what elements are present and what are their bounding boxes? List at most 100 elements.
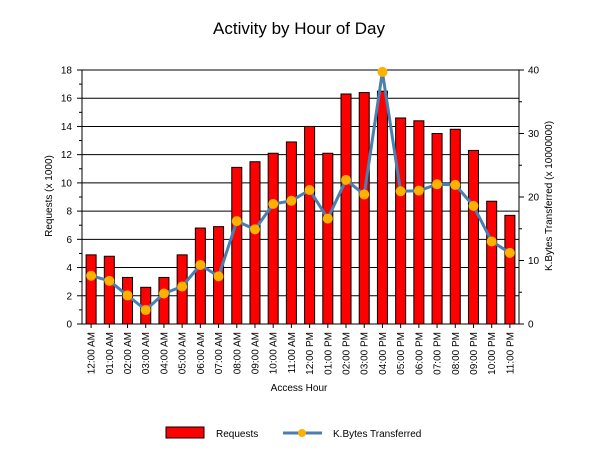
bar-requests [158,276,170,325]
bar-requests [249,161,261,325]
bar-requests [504,214,516,325]
kbytes-point [450,179,461,190]
kbytes-point [377,66,388,77]
x-tick-label: 08:00 AM [232,332,243,374]
x-tick-label: 04:00 PM [378,332,389,375]
legend: Requests K.Bytes Transferred [165,426,421,440]
y-tick-label-left: 4 [66,263,72,274]
bar-requests [304,125,316,325]
bar-requests [449,128,461,325]
x-tick-label: 08:00 PM [451,332,462,375]
bar-requests [486,200,498,325]
x-tick-label: 07:00 AM [214,332,225,374]
y-tick-label-right: 10 [528,256,540,267]
bar-requests [395,117,407,325]
bar-requests [322,152,334,325]
tick-labels: 0 2 4 6 8 10 12 14 16 18 0 10 20 30 40 12:00 AM 01:00 AM… [61,66,540,375]
kbytes-point [140,305,151,316]
kbytes-point [268,198,279,209]
bar-requests [358,92,370,325]
bar-requests [267,152,279,325]
bar-requests [413,120,425,325]
y-tick-label-left: 12 [61,150,73,161]
legend-requests-label: Requests [216,429,258,440]
y-tick-label-right: 30 [528,129,540,140]
kbytes-point [341,174,352,185]
y-axis-label-right: K.Bytes Transferred (x 10000000) [544,121,555,271]
bar-requests [85,254,97,325]
chart-title: Activity by Hour of Day [213,19,385,38]
y-tick-label-left: 16 [61,94,73,105]
kbytes-point [158,288,169,299]
legend-kbytes-marker [298,429,306,437]
y-tick-label-left: 0 [66,320,72,331]
gridlines [82,69,519,297]
x-tick-label: 02:00 AM [123,332,134,374]
bar-requests [340,93,352,325]
bar-requests [431,133,443,325]
x-tick-label: 03:00 AM [141,332,152,374]
kbytes-point [304,185,315,196]
kbytes-point [413,185,424,196]
kbytes-point [468,200,479,211]
x-tick-label: 10:00 AM [269,332,280,374]
y-tick-label-right: 0 [528,320,534,331]
y-tick-label-left: 10 [61,178,73,189]
kbytes-point [286,195,297,206]
x-tick-label: 04:00 AM [159,332,170,374]
kbytes-line-series [86,66,515,316]
y-tick-label-right: 20 [528,193,540,204]
x-tick-label: 12:00 PM [305,332,316,375]
kbytes-point [486,236,497,247]
x-tick-label: 11:00 PM [505,332,516,374]
x-tick-label: 05:00 AM [178,332,189,374]
bar-requests [231,166,243,325]
x-tick-label: 09:00 AM [250,332,261,374]
y-axis-label-left: Requests (x 1000) [44,155,55,237]
x-tick-label: 02:00 PM [342,332,353,375]
kbytes-point [395,186,406,197]
x-tick-label: 10:00 PM [487,332,498,375]
x-tick-label: 06:00 PM [414,332,425,375]
y-tick-label-left: 8 [66,207,72,218]
kbytes-line [90,70,511,312]
axes [77,69,524,328]
y-tick-label-left: 14 [61,122,73,133]
kbytes-point [322,213,333,224]
y-tick-label-right: 40 [528,66,540,77]
bar-requests [467,149,479,325]
x-tick-label: 05:00 PM [396,332,407,375]
kbytes-point [359,189,370,200]
kbytes-point [86,270,97,281]
kbytes-point [213,271,224,282]
legend-requests-swatch [165,426,205,439]
y-tick-label-left: 6 [66,235,72,246]
kbytes-point [104,275,115,286]
x-tick-label: 03:00 PM [360,332,371,375]
x-tick-label: 06:00 AM [196,332,207,374]
x-tick-label: 09:00 PM [469,332,480,375]
kbytes-point [122,290,133,301]
kbytes-point [249,224,260,235]
bar-requests [194,227,206,325]
y-tick-label-left: 2 [66,291,72,302]
bar-requests [376,90,388,325]
legend-kbytes-label: K.Bytes Transferred [333,429,421,440]
kbytes-point [504,247,515,258]
bar-requests [285,141,297,325]
kbytes-point [195,259,206,270]
x-tick-label: 07:00 PM [433,332,444,375]
x-tick-label: 12:00 AM [87,332,98,374]
kbytes-point [231,216,242,227]
bar-requests [103,255,115,325]
x-tick-label: 01:00 PM [323,332,334,375]
x-tick-label: 01:00 AM [105,332,116,374]
bar-requests [122,276,134,325]
x-axis-label: Access Hour [271,383,328,394]
kbytes-point [432,179,443,190]
y-tick-label-left: 18 [61,66,73,77]
kbytes-point [177,281,188,292]
x-tick-label: 11:00 AM [287,332,298,374]
